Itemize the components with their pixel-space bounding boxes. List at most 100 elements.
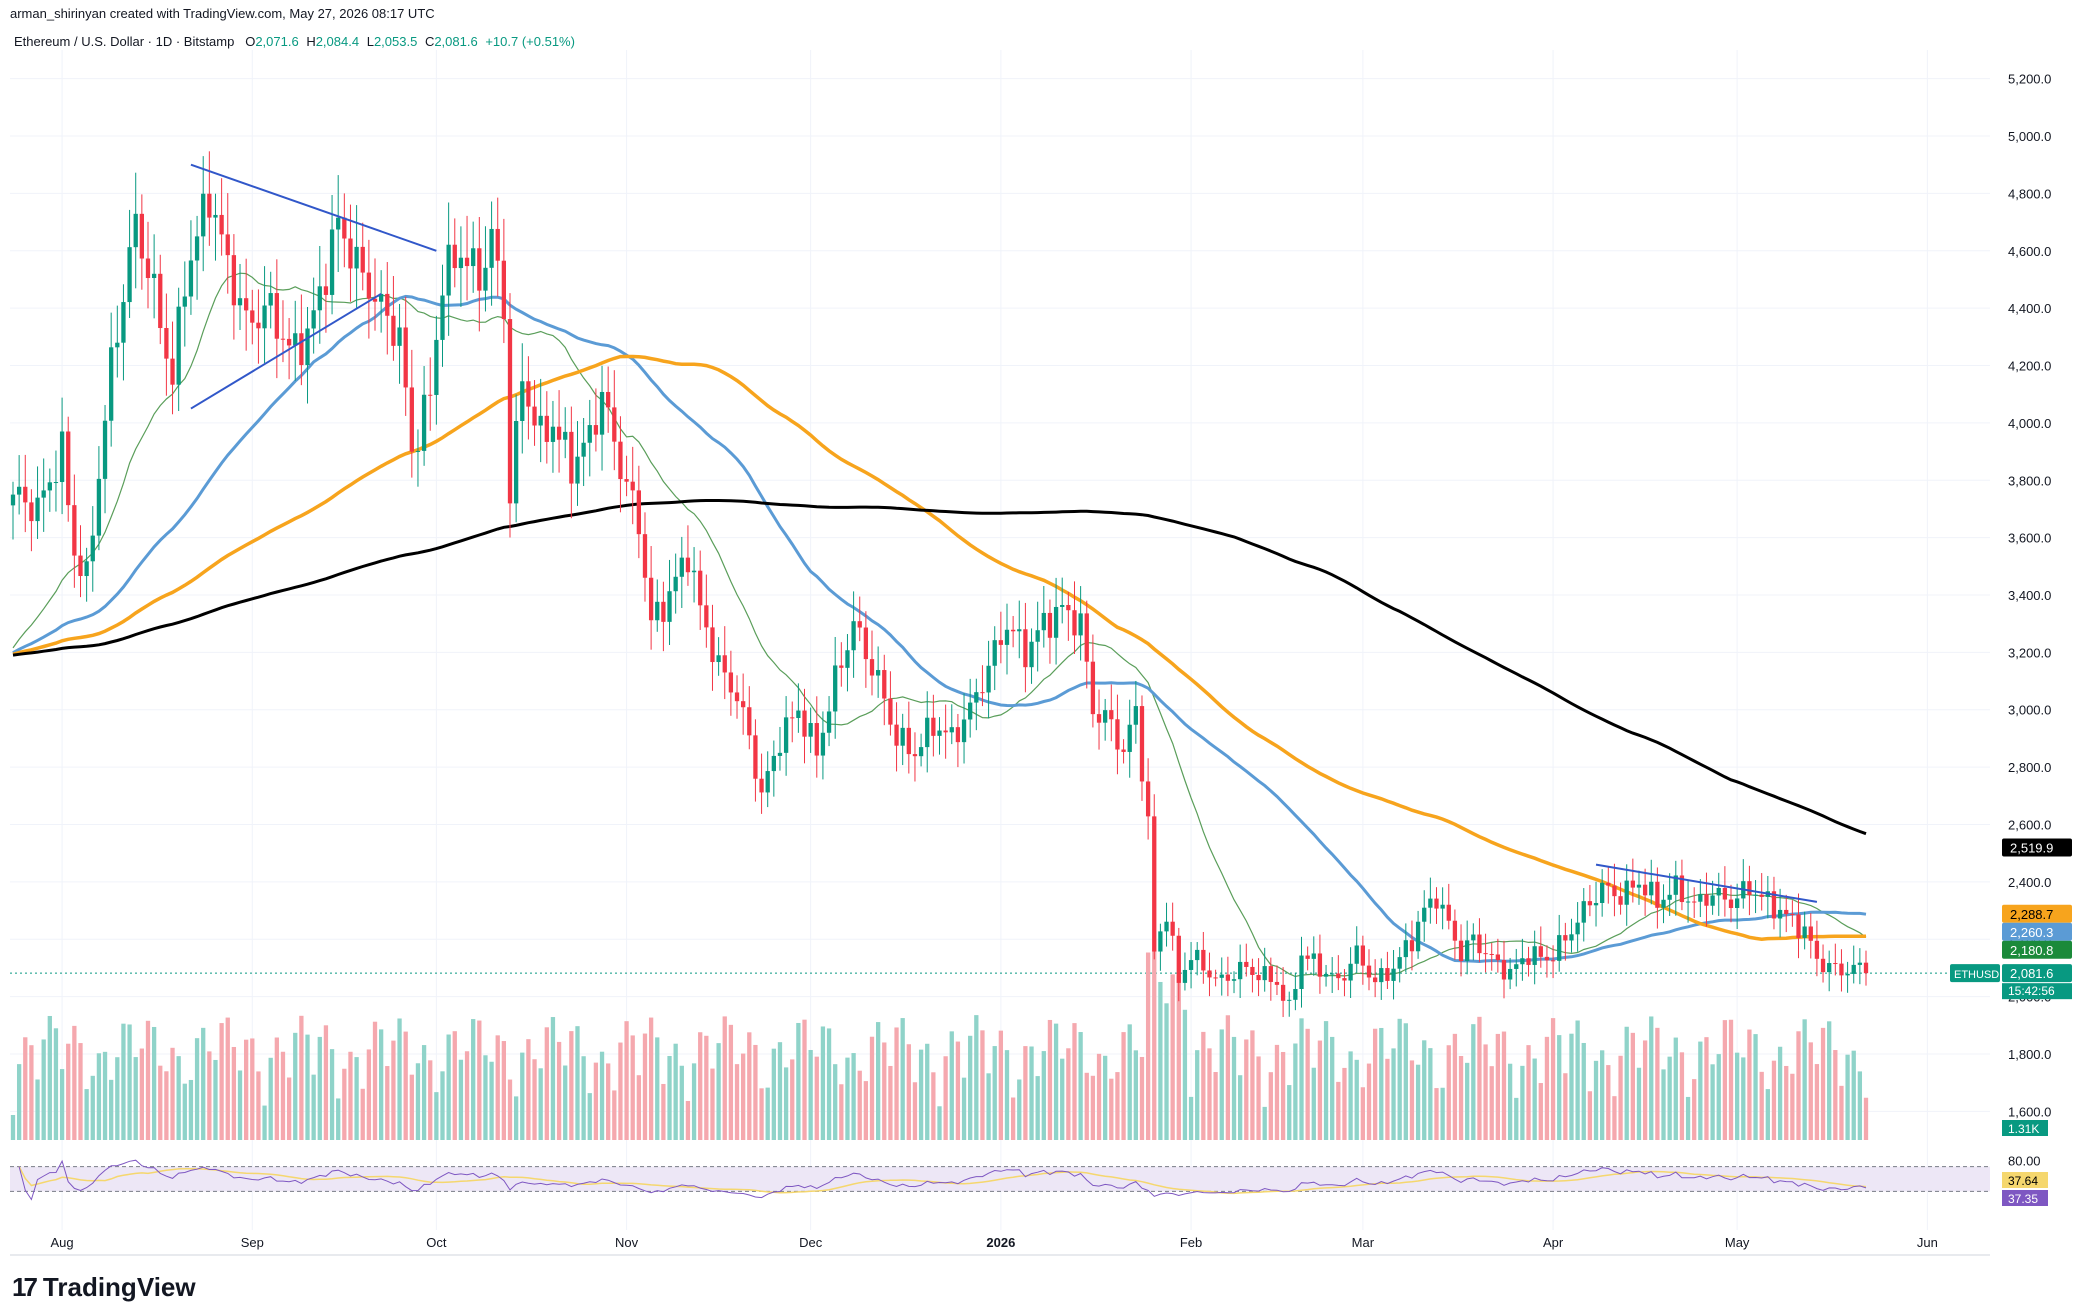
volume-bar (256, 1071, 261, 1140)
volume-bar (931, 1072, 936, 1140)
price-tick-label: 2,800.0 (2008, 760, 2051, 775)
volume-bar (305, 1034, 310, 1140)
volume-bar (1317, 1040, 1323, 1140)
volume-bar (845, 1057, 850, 1140)
volume-bar (225, 1017, 230, 1140)
high-value: 2,084.4 (315, 34, 360, 49)
candle-body (1096, 714, 1102, 723)
volume-bar (1078, 1032, 1083, 1140)
price-axis[interactable]: 1,600.01,800.02,000.02,200.02,400.02,600… (2008, 72, 2051, 1120)
rsi-line (18, 1159, 1867, 1201)
candle-body (1060, 604, 1065, 607)
candle-body (158, 273, 163, 329)
volume-bar (685, 1100, 691, 1140)
candle-body (225, 234, 230, 256)
candle-body (176, 306, 181, 385)
trendline (190, 292, 382, 410)
volume-bar (1023, 1046, 1028, 1140)
candle-body (1771, 891, 1777, 919)
volume-bar (550, 1017, 556, 1140)
candle-body (1833, 963, 1838, 965)
volume-bar (170, 1047, 175, 1140)
candle-body (1004, 629, 1010, 645)
volume-bar (765, 1087, 770, 1140)
candle-body (1323, 973, 1329, 977)
volume-bar (188, 1079, 194, 1140)
candle-body (59, 431, 65, 483)
volume-bar (409, 1074, 414, 1140)
volume-bar (10, 1115, 16, 1140)
volume-bar (1501, 1031, 1507, 1140)
trendline (190, 163, 437, 252)
volume-bar (826, 1028, 832, 1140)
volume-bar (501, 1041, 507, 1140)
candle-body (833, 665, 838, 712)
candle-body (777, 752, 783, 756)
volume-bar (1489, 1066, 1494, 1140)
price-tag (2002, 940, 2072, 959)
time-tick-label: Aug (51, 1235, 74, 1250)
candle-body (1354, 945, 1359, 964)
time-tick-label: Jun (1917, 1235, 1938, 1250)
volume-bar (1679, 1052, 1685, 1140)
volume-bar (1391, 1048, 1396, 1140)
candle-body (587, 425, 592, 443)
candle-body (1317, 953, 1323, 977)
candle-body (1520, 958, 1525, 965)
volume-bar (1250, 1030, 1255, 1140)
candle-body (342, 217, 347, 239)
volume-bar (1330, 1036, 1335, 1140)
volume-bar (366, 1049, 372, 1140)
candle-body (66, 431, 71, 506)
volume-bar (176, 1056, 181, 1140)
candle-body (980, 692, 985, 694)
candle-body (1188, 960, 1194, 970)
volume-bar (900, 1018, 905, 1140)
volume-bar (1808, 1042, 1813, 1140)
volume-bar (403, 1031, 408, 1140)
candle-body (133, 213, 138, 248)
volume-bar (1103, 1055, 1108, 1140)
volume-bar (1145, 952, 1151, 1140)
volume-bar (139, 1048, 144, 1140)
candle-body (1109, 710, 1114, 720)
candle-body (1563, 935, 1568, 941)
volume-bar (452, 1031, 457, 1140)
volume-bar (1698, 1041, 1703, 1140)
tradingview-brand[interactable]: 17 TradingView (12, 1272, 196, 1303)
volume-bar (311, 1074, 316, 1140)
candle-body (409, 387, 414, 452)
candle-body (1379, 968, 1384, 983)
candle-body (1839, 963, 1844, 976)
candle-body (1777, 909, 1783, 919)
candle-body (1434, 898, 1439, 909)
price-tick-label: 3,200.0 (2008, 645, 2051, 660)
candle-body (16, 486, 22, 495)
candle-body (691, 570, 697, 573)
volume-bar (1716, 1054, 1721, 1140)
candle-body (575, 456, 580, 484)
volume-bar (268, 1057, 273, 1140)
attribution-text: arman_shirinyan created with TradingView… (10, 6, 435, 21)
volume-bar (66, 1043, 71, 1140)
candle-body (1557, 935, 1562, 961)
candle-body (139, 213, 144, 259)
candle-body (642, 534, 648, 578)
candle-body (1514, 964, 1519, 969)
volume-bar (446, 1034, 451, 1140)
volume-bar (704, 1035, 709, 1140)
candle-body (710, 627, 715, 663)
candle-body (1422, 907, 1427, 922)
candle-body (520, 381, 525, 421)
volume-bar (869, 1036, 875, 1140)
candle-body (1606, 882, 1611, 886)
volume-bar (679, 1065, 684, 1140)
time-axis[interactable]: Aug Sep Oct Nov Dec 2026 Feb Mar Apr May Jun (51, 1235, 1938, 1250)
volume-bar (354, 1057, 359, 1140)
rsi-ma-tag-label: 37.64 (2008, 1174, 2038, 1188)
candle-body (1759, 894, 1764, 897)
volume-bar (1820, 1027, 1826, 1140)
candle-body (188, 260, 194, 297)
candle-body (1593, 902, 1599, 906)
